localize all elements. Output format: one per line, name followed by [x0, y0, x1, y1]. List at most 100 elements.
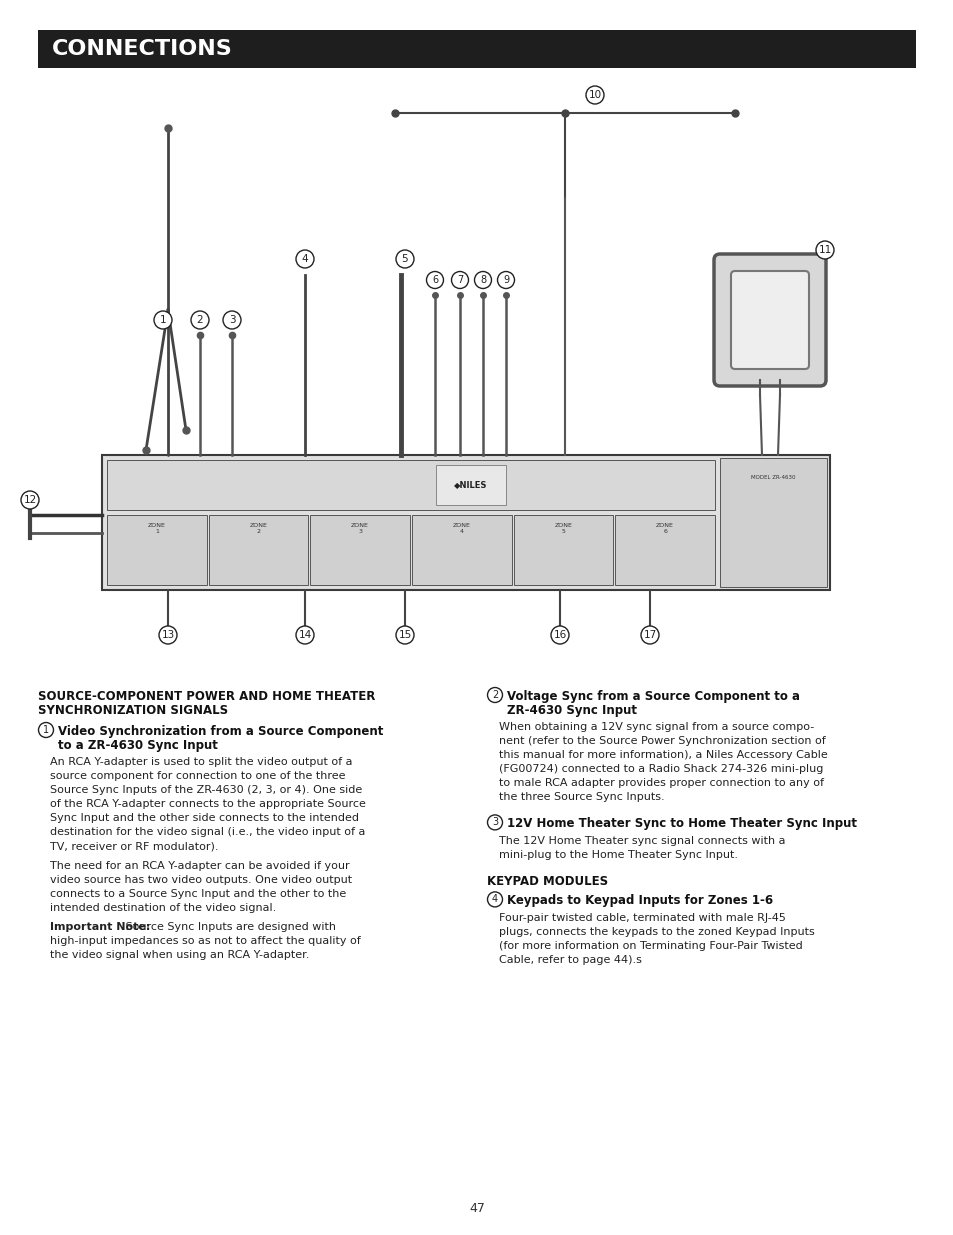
Circle shape: [585, 86, 603, 104]
Bar: [310, 515, 410, 585]
Text: TV, receiver or RF modulator).: TV, receiver or RF modulator).: [50, 841, 218, 851]
Text: 8: 8: [479, 275, 485, 285]
Text: 4: 4: [301, 254, 308, 264]
Circle shape: [474, 272, 491, 289]
Text: ZONE
1: ZONE 1: [148, 522, 166, 534]
Text: 1: 1: [159, 315, 166, 325]
Text: destination for the video signal (i.e., the video input of a: destination for the video signal (i.e., …: [50, 827, 365, 837]
Text: the three Source Sync Inputs.: the three Source Sync Inputs.: [498, 792, 664, 803]
Bar: [209, 515, 308, 585]
Text: source component for connection to one of the three: source component for connection to one o…: [50, 771, 345, 782]
Bar: [412, 515, 511, 585]
Text: mini-plug to the Home Theater Sync Input.: mini-plug to the Home Theater Sync Input…: [498, 850, 738, 860]
Text: intended destination of the video signal.: intended destination of the video signal…: [50, 903, 276, 913]
Text: 2: 2: [492, 690, 497, 700]
Circle shape: [815, 241, 833, 259]
Text: Video Synchronization from a Source Component: Video Synchronization from a Source Comp…: [58, 725, 383, 739]
Bar: [102, 454, 829, 590]
Bar: [38, 30, 915, 68]
Text: Voltage Sync from a Source Component to a: Voltage Sync from a Source Component to …: [506, 690, 800, 703]
Bar: [436, 466, 505, 505]
Text: of the RCA Y-adapter connects to the appropriate Source: of the RCA Y-adapter connects to the app…: [50, 799, 366, 809]
Text: 13: 13: [161, 630, 174, 640]
Text: 10: 10: [588, 90, 601, 100]
Text: high-input impedances so as not to affect the quality of: high-input impedances so as not to affec…: [50, 936, 360, 946]
Circle shape: [295, 626, 314, 643]
Text: 2: 2: [196, 315, 203, 325]
Text: the video signal when using an RCA Y-adapter.: the video signal when using an RCA Y-ada…: [50, 951, 309, 961]
FancyBboxPatch shape: [713, 254, 825, 387]
Text: Source Sync Inputs of the ZR-4630 (2, 3, or 4). One side: Source Sync Inputs of the ZR-4630 (2, 3,…: [50, 785, 362, 795]
Text: 47: 47: [469, 1202, 484, 1215]
Text: 1: 1: [43, 725, 49, 735]
Text: ZONE
4: ZONE 4: [453, 522, 470, 534]
Text: CONNECTIONS: CONNECTIONS: [52, 40, 233, 59]
Text: 3: 3: [229, 315, 235, 325]
Text: ◆NILES: ◆NILES: [454, 480, 487, 489]
Text: 12V Home Theater Sync to Home Theater Sync Input: 12V Home Theater Sync to Home Theater Sy…: [506, 818, 856, 830]
Circle shape: [191, 311, 209, 329]
Circle shape: [426, 272, 443, 289]
Text: The need for an RCA Y-adapter can be avoided if your: The need for an RCA Y-adapter can be avo…: [50, 861, 349, 871]
Text: ZONE
6: ZONE 6: [656, 522, 674, 534]
Bar: [107, 515, 207, 585]
Text: 6: 6: [432, 275, 437, 285]
Text: 3: 3: [492, 818, 497, 827]
Text: 17: 17: [642, 630, 656, 640]
Circle shape: [395, 249, 414, 268]
Text: KEYPAD MODULES: KEYPAD MODULES: [486, 874, 607, 888]
Text: 4: 4: [492, 894, 497, 904]
Bar: [720, 458, 826, 587]
Circle shape: [640, 626, 659, 643]
Circle shape: [38, 722, 53, 737]
Circle shape: [395, 626, 414, 643]
Text: Source Sync Inputs are designed with: Source Sync Inputs are designed with: [122, 923, 335, 932]
Circle shape: [295, 249, 314, 268]
Text: 16: 16: [553, 630, 566, 640]
Text: to a ZR-4630 Sync Input: to a ZR-4630 Sync Input: [58, 739, 217, 752]
Text: An RCA Y-adapter is used to split the video output of a: An RCA Y-adapter is used to split the vi…: [50, 757, 352, 767]
Text: 7: 7: [456, 275, 462, 285]
Text: this manual for more information), a Niles Accessory Cable: this manual for more information), a Nil…: [498, 750, 827, 761]
Text: The 12V Home Theater sync signal connects with a: The 12V Home Theater sync signal connect…: [498, 836, 784, 846]
Text: ZR-4630 Sync Input: ZR-4630 Sync Input: [506, 704, 637, 718]
Text: ZONE
3: ZONE 3: [351, 522, 369, 534]
Circle shape: [487, 815, 502, 830]
Circle shape: [497, 272, 514, 289]
Circle shape: [451, 272, 468, 289]
Text: (for more information on Terminating Four-Pair Twisted: (for more information on Terminating Fou…: [498, 941, 801, 951]
Text: When obtaining a 12V sync signal from a source compo-: When obtaining a 12V sync signal from a …: [498, 722, 814, 732]
Text: 15: 15: [398, 630, 411, 640]
Text: Keypads to Keypad Inputs for Zones 1-6: Keypads to Keypad Inputs for Zones 1-6: [506, 894, 772, 908]
Text: (FG00724) connected to a Radio Shack 274-326 mini-plug: (FG00724) connected to a Radio Shack 274…: [498, 764, 822, 774]
FancyBboxPatch shape: [730, 270, 808, 369]
Text: ZONE
5: ZONE 5: [554, 522, 572, 534]
Circle shape: [223, 311, 241, 329]
Circle shape: [21, 492, 39, 509]
Circle shape: [159, 626, 177, 643]
Bar: [107, 459, 714, 510]
Text: Four-pair twisted cable, terminated with male RJ-45: Four-pair twisted cable, terminated with…: [498, 913, 785, 923]
Text: 11: 11: [818, 245, 831, 254]
Bar: [513, 515, 613, 585]
Text: SOURCE-COMPONENT POWER AND HOME THEATER: SOURCE-COMPONENT POWER AND HOME THEATER: [38, 690, 375, 703]
Text: 12: 12: [24, 495, 36, 505]
Text: 14: 14: [298, 630, 312, 640]
Circle shape: [153, 311, 172, 329]
Text: Sync Input and the other side connects to the intended: Sync Input and the other side connects t…: [50, 813, 358, 824]
Text: video source has two video outputs. One video output: video source has two video outputs. One …: [50, 874, 352, 884]
Text: 5: 5: [401, 254, 408, 264]
Text: SYNCHRONIZATION SIGNALS: SYNCHRONIZATION SIGNALS: [38, 704, 228, 718]
Circle shape: [487, 892, 502, 906]
Text: nent (refer to the Source Power Synchronization section of: nent (refer to the Source Power Synchron…: [498, 736, 825, 746]
Text: connects to a Source Sync Input and the other to the: connects to a Source Sync Input and the …: [50, 889, 346, 899]
Circle shape: [551, 626, 568, 643]
Text: plugs, connects the keypads to the zoned Keypad Inputs: plugs, connects the keypads to the zoned…: [498, 926, 814, 936]
Text: ZONE
2: ZONE 2: [250, 522, 267, 534]
Text: MODEL ZR-4630: MODEL ZR-4630: [750, 475, 795, 480]
Text: Important Note:: Important Note:: [50, 923, 151, 932]
Circle shape: [487, 688, 502, 703]
Text: Cable, refer to page 44).s: Cable, refer to page 44).s: [498, 955, 641, 965]
Bar: [615, 515, 714, 585]
Text: 9: 9: [502, 275, 509, 285]
